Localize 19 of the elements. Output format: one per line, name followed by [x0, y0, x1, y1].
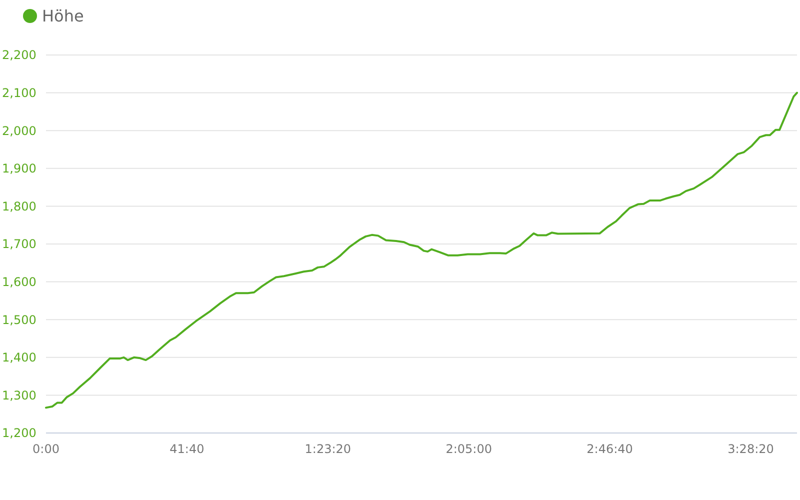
y-tick-label: 1,400: [2, 350, 36, 365]
x-tick-label: 2:46:40: [586, 442, 633, 456]
y-tick-label: 1,300: [2, 388, 36, 402]
x-tick-label: 3:28:20: [728, 442, 774, 456]
y-tick-label: 1,600: [2, 275, 36, 289]
x-tick-label: 41:40: [170, 442, 204, 456]
x-tick-label: 1:23:20: [304, 442, 352, 456]
legend-label: Höhe: [42, 6, 84, 26]
x-tick-label: 2:05:00: [446, 442, 492, 456]
line-series: [45, 92, 798, 409]
y-tick-label: 1,700: [2, 237, 36, 252]
y-tick-label: 1,900: [2, 162, 36, 176]
y-tick-label: 2,200: [2, 48, 36, 62]
x-tick-label: 0:00: [32, 442, 60, 456]
y-tick-label: 1,500: [2, 312, 36, 327]
y-tick-label: 2,100: [2, 86, 36, 100]
y-tick-label: 2,000: [2, 124, 36, 138]
y-tick-label: 1,200: [2, 426, 36, 440]
y-tick-label: 1,800: [2, 199, 36, 214]
